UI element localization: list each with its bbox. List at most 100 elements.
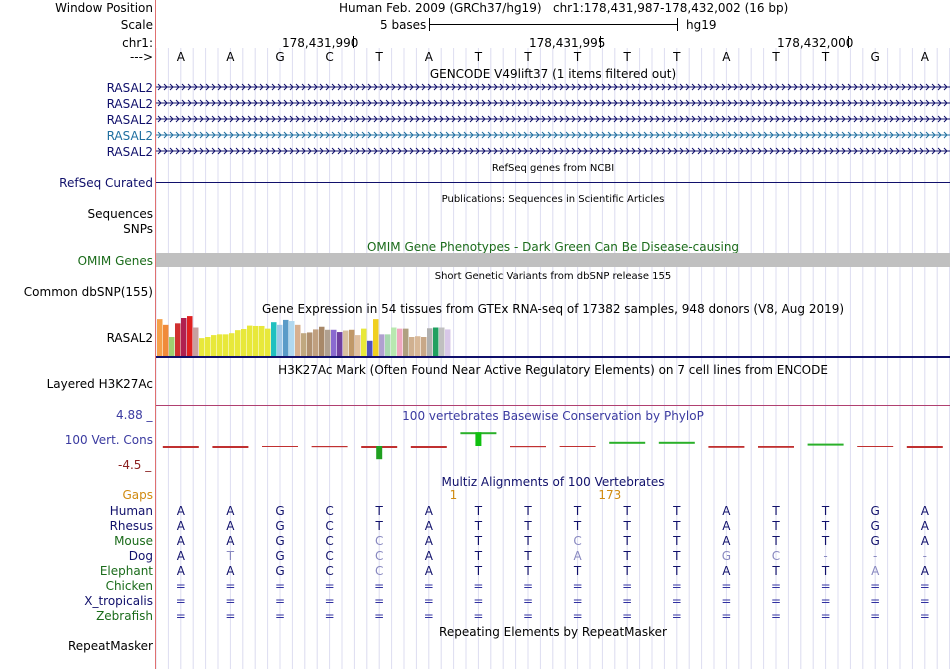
gencode-gene-label[interactable]: RASAL2 (106, 129, 153, 143)
strand-arrow (559, 83, 564, 91)
repeatmasker-label[interactable]: RepeatMasker (67, 639, 153, 653)
strand-arrow (289, 131, 294, 139)
species-label[interactable]: Elephant (99, 564, 153, 578)
strand-arrow (745, 147, 750, 155)
strand-arrow (613, 99, 618, 107)
gtex-bar-chart[interactable] (156, 314, 556, 356)
species-label[interactable]: X_tropicalis (84, 594, 153, 608)
dna-base: T (375, 50, 383, 64)
aligned-base: = (175, 594, 186, 608)
gtex-tissue-bar (421, 337, 427, 356)
gencode-gene-label[interactable]: RASAL2 (106, 81, 153, 95)
strand-arrow (271, 147, 276, 155)
gencode-gene-label[interactable]: RASAL2 (106, 97, 153, 111)
multiz-title[interactable]: Multiz Alignments of 100 Vertebrates (441, 475, 665, 489)
strand-arrow (913, 147, 918, 155)
strand-arrow (583, 83, 588, 91)
omim-bar[interactable] (156, 253, 950, 267)
aligned-base: = (522, 609, 534, 623)
gencode-gene-label[interactable]: RASAL2 (106, 145, 153, 159)
strand-arrow (235, 147, 240, 155)
strand-arrow (667, 147, 672, 155)
gencode-title[interactable]: GENCODE V49lift37 (1 items filtered out) (429, 67, 677, 81)
strand-arrow (397, 115, 402, 123)
gtex-tissue-bar (277, 324, 283, 356)
dbsnp-label[interactable]: Common dbSNP(155) (23, 285, 153, 299)
dna-base: T (524, 50, 532, 64)
strand-arrow (361, 83, 366, 91)
omim-label[interactable]: OMIM Genes (77, 254, 153, 268)
strand-arrow (523, 99, 528, 107)
phylop-title[interactable]: 100 vertebrates Basewise Conservation by… (402, 409, 704, 423)
gtex-label[interactable]: RASAL2 (106, 331, 153, 345)
publications-title[interactable]: Publications: Sequences in Scientific Ar… (441, 194, 665, 205)
refseq-line (156, 182, 950, 183)
strand-arrow (529, 147, 534, 155)
strand-arrow (931, 99, 936, 107)
refseq-label[interactable]: RefSeq Curated (59, 176, 153, 190)
aligned-base: T (772, 519, 780, 533)
strand-arrow (361, 115, 366, 123)
snps-label[interactable]: SNPs (123, 222, 153, 236)
strand-arrow (667, 99, 672, 107)
aligned-base: C (325, 519, 334, 533)
strand-arrow (553, 147, 558, 155)
aligned-base: = (274, 609, 286, 623)
species-label[interactable]: Dog (128, 549, 153, 563)
strand-arrow (751, 147, 756, 155)
strand-arrow (235, 83, 240, 91)
strand-arrow (241, 99, 246, 107)
strand-arrow (331, 131, 336, 139)
gencode-track[interactable] (156, 80, 950, 160)
strand-arrow (169, 83, 174, 91)
strand-arrow (835, 115, 840, 123)
strand-arrow (691, 147, 696, 155)
strand-arrow (463, 115, 468, 123)
strand-arrow (349, 147, 354, 155)
refseq-title[interactable]: RefSeq genes from NCBI (491, 163, 615, 174)
strand-arrow (373, 83, 378, 91)
species-label[interactable]: Zebrafish (96, 609, 153, 623)
species-label[interactable]: Chicken (105, 579, 153, 593)
strand-arrow (655, 115, 660, 123)
aligned-base: = (572, 579, 583, 593)
omim-title[interactable]: OMIM Gene Phenotypes - Dark Green Can Be… (366, 240, 740, 254)
strand-arrow (157, 83, 162, 91)
aligned-base: T (821, 519, 830, 533)
sequences-label[interactable]: Sequences (87, 207, 153, 221)
phylop-label[interactable]: 100 Vert. Cons (64, 433, 153, 447)
gencode-gene-label[interactable]: RASAL2 (106, 113, 153, 127)
aligned-base: A (226, 534, 235, 548)
strand-arrow (373, 99, 378, 107)
strand-arrow (901, 115, 906, 123)
strand-arrow (493, 147, 498, 155)
repeatmasker-title[interactable]: Repeating Elements by RepeatMasker (439, 625, 667, 639)
aligned-base: A (226, 564, 235, 578)
gtex-tissue-bar (163, 324, 169, 356)
strand-arrow (367, 147, 372, 155)
strand-arrow (811, 83, 816, 91)
strand-arrow (817, 147, 822, 155)
strand-arrow (361, 131, 366, 139)
strand-arrow (247, 83, 252, 91)
dbsnp-title[interactable]: Short Genetic Variants from dbSNP releas… (434, 271, 672, 282)
h3k27ac-label[interactable]: Layered H3K27Ac (46, 377, 153, 391)
species-label[interactable]: Rhesus (109, 519, 153, 533)
strand-arrow (373, 147, 378, 155)
species-label[interactable]: Human (109, 504, 153, 518)
strand-arrow (553, 99, 558, 107)
strand-arrow (883, 115, 888, 123)
h3k27ac-title[interactable]: H3K27Ac Mark (Often Found Near Active Re… (278, 363, 828, 377)
strand-arrow (679, 147, 684, 155)
strand-arrow (649, 99, 654, 107)
strand-arrow (667, 83, 672, 91)
assembly-title[interactable]: Human Feb. 2009 (GRCh37/hg19) chr1:178,4… (339, 1, 788, 15)
strand-arrow (823, 131, 828, 139)
species-label[interactable]: Mouse (114, 534, 153, 548)
strand-arrow (661, 131, 666, 139)
phylop-track[interactable] (156, 428, 950, 468)
gtex-title[interactable]: Gene Expression in 54 tissues from GTEx … (261, 302, 845, 316)
strand-arrow (547, 115, 552, 123)
strand-arrow (739, 147, 744, 155)
strand-arrow (385, 147, 390, 155)
